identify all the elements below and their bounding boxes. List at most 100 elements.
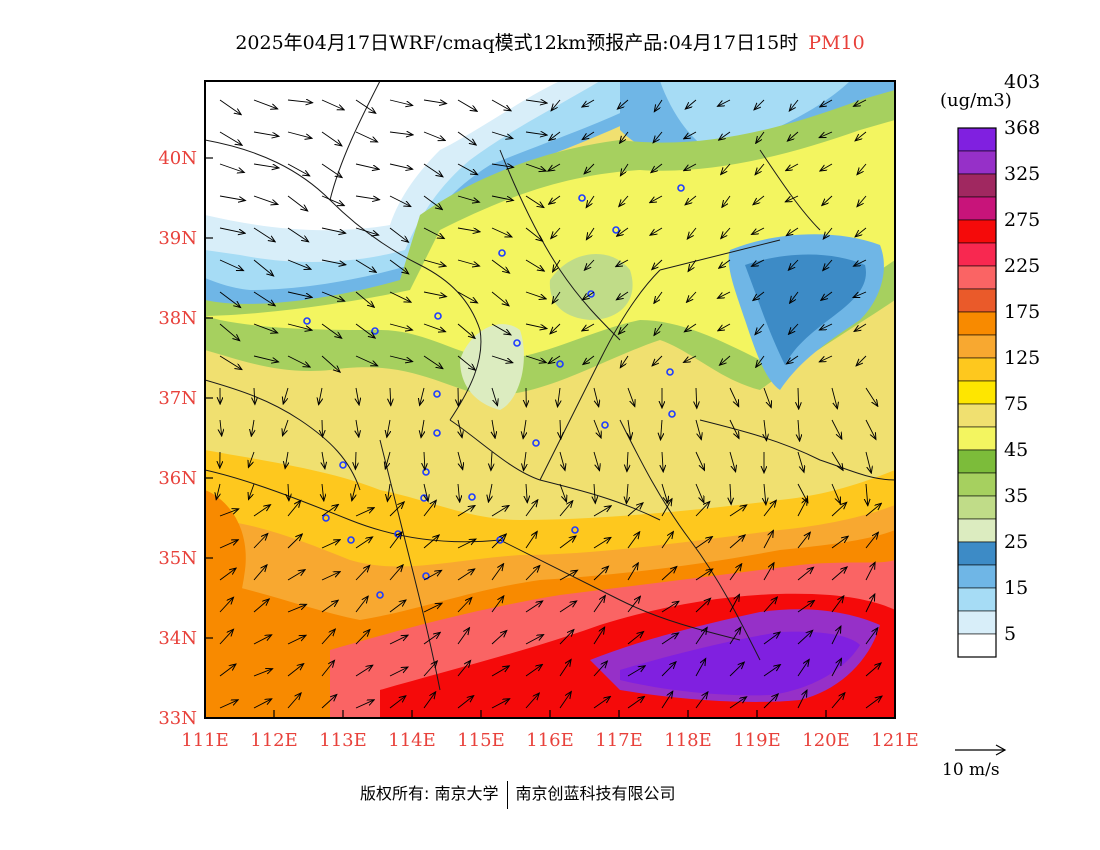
legend-swatch (957, 380, 997, 405)
wind-arrow (219, 259, 244, 271)
wind-arrow (654, 99, 663, 112)
wind-reference-arrow (955, 744, 1007, 756)
legend-swatch (957, 265, 997, 290)
wind-arrow (287, 635, 306, 645)
wind-arrow (248, 451, 255, 467)
wind-arrow (458, 419, 462, 438)
wind-arrow (831, 626, 841, 645)
wind-arrow (355, 131, 378, 142)
wind-arrow (763, 597, 777, 613)
wind-arrow (584, 163, 595, 174)
wind-arrow (549, 131, 561, 141)
wind-arrow (219, 99, 241, 115)
wind-arrow (387, 419, 390, 437)
wind-arrow (685, 195, 697, 205)
wind-arrow (650, 227, 663, 235)
wind-arrow (865, 562, 875, 581)
wind-arrow (866, 483, 868, 506)
wind-arrow (356, 419, 359, 437)
legend-swatch (957, 633, 997, 658)
border-line (659, 239, 781, 271)
lon-tick-label: 121E (871, 730, 919, 751)
wind-arrow (387, 483, 390, 501)
wind-arrow (287, 163, 310, 176)
wind-arrow (321, 227, 346, 233)
wind-arrow (525, 355, 546, 363)
wind-arrow (559, 483, 567, 502)
band-clean (205, 81, 560, 231)
wind-arrow (719, 259, 731, 268)
wind-arrow (253, 323, 278, 333)
wind-arrow (798, 419, 800, 441)
wind-arrow (253, 163, 279, 168)
wind-arrow (627, 697, 644, 709)
wind-arrow (695, 537, 712, 549)
wind-arrow (831, 658, 842, 677)
wind-arrow (321, 131, 342, 146)
wind-arrow (763, 665, 780, 677)
wind-arrow (831, 596, 844, 613)
lon-tick-label: 115E (457, 730, 505, 751)
wind-arrow (491, 631, 507, 645)
wind-arrow (389, 163, 413, 169)
wind-arrow (423, 535, 439, 549)
legend-label: 368 (1004, 117, 1040, 139)
wind-arrow (756, 355, 765, 367)
wind-arrow (321, 629, 335, 645)
wind-arrow (491, 195, 513, 200)
wind-arrow (457, 131, 476, 145)
wind-arrow (491, 355, 513, 363)
wind-arrow (355, 99, 376, 113)
lat-tick-label: 39N (158, 228, 197, 249)
wind-arrow (854, 323, 867, 331)
wind-arrow (491, 387, 498, 406)
wind-arrow (219, 227, 245, 233)
footer-separator (506, 780, 508, 809)
station-marker (666, 368, 674, 376)
wind-arrow (627, 596, 640, 613)
wind-arrow (616, 259, 629, 267)
wind-arrow (525, 566, 540, 581)
wind-arrow (752, 259, 765, 266)
wind-arrow (287, 323, 312, 330)
wind-arrow (789, 323, 799, 334)
wind-arrow (729, 627, 741, 645)
wind-arrow (389, 99, 413, 106)
legend-unit: (ug/m3) (940, 90, 1012, 111)
wind-arrow (253, 699, 272, 709)
wind-arrow (423, 500, 436, 517)
wind-arrow (457, 99, 477, 111)
wind-arrow (553, 259, 561, 272)
wind-arrow (593, 697, 610, 709)
wind-arrow (389, 132, 413, 135)
wind-arrow (525, 195, 544, 208)
wind-arrow (322, 483, 324, 501)
wind-arrow (865, 663, 881, 677)
wind-arrow (423, 355, 443, 369)
wind-arrow (355, 323, 375, 338)
station-marker (433, 429, 441, 437)
wind-arrow (797, 498, 807, 517)
wind-arrow (321, 355, 340, 372)
wind-arrow (582, 323, 595, 331)
wind-arrow (865, 503, 881, 517)
wind-arrow (457, 598, 472, 613)
band-bohai-deep (745, 254, 866, 365)
wind-arrow (593, 451, 600, 471)
wind-arrow (525, 100, 547, 103)
station-marker (303, 317, 311, 325)
wind-arrow (287, 195, 308, 211)
wind-arrow (322, 419, 323, 437)
wind-arrow (559, 501, 573, 517)
legend-swatch (957, 173, 997, 198)
wind-arrow (523, 419, 526, 439)
wind-arrow (721, 227, 731, 239)
wind-arrow (688, 259, 697, 272)
border-line (205, 139, 482, 421)
wind-arrow (763, 530, 773, 549)
legend-swatch (957, 219, 997, 244)
wind-arrow (653, 131, 663, 143)
color-legend: 5 15 25 35 45 75 125 175 225 275 325 368 403 (957, 71, 1040, 658)
border-line (205, 379, 361, 491)
lon-tick-label: 120E (802, 730, 850, 751)
